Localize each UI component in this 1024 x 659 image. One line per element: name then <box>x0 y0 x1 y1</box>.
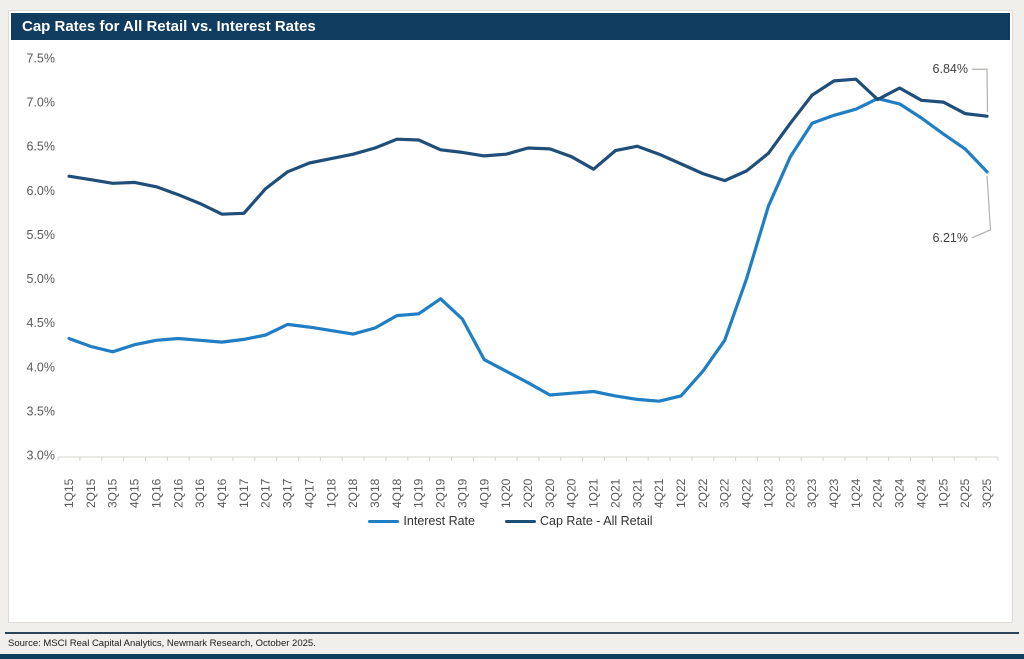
x-axis-tick-label: 2Q20 <box>521 478 535 508</box>
x-axis-tick-label: 2Q18 <box>346 478 360 508</box>
x-axis-tick-label: 2Q19 <box>434 478 448 508</box>
x-axis-tick-label: 1Q23 <box>761 478 775 508</box>
footer-rule <box>5 632 1019 634</box>
chart-title: Cap Rates for All Retail vs. Interest Ra… <box>22 18 316 35</box>
x-axis-tick-label: 1Q25 <box>936 478 950 508</box>
cap-rate-line <box>67 77 989 216</box>
y-axis-tick-label: 7.5% <box>27 52 56 66</box>
x-axis-tick-label: 4Q21 <box>652 478 666 508</box>
x-axis-tick-label: 1Q18 <box>324 478 338 508</box>
line-chart: 7.5% 7.0% 6.5% 6.0% 5.5% 5.0% 4.5% 4.0% 3.5% 3.0%… <box>27 52 999 508</box>
x-axis-tick-label: 2Q17 <box>259 478 273 508</box>
x-axis-tick-label: 1Q24 <box>849 478 863 508</box>
x-axis-tick-label: 3Q25 <box>980 478 994 508</box>
legend-item-cap-rate: Cap Rate - All Retail <box>505 514 653 528</box>
x-axis-tick-label: 4Q19 <box>477 478 491 508</box>
legend-label-cap-rate: Cap Rate - All Retail <box>540 514 653 528</box>
x-axis-tick-label: 2Q23 <box>783 478 797 508</box>
x-axis-tick-label: 4Q23 <box>827 478 841 508</box>
x-axis-tick-label: 3Q23 <box>805 478 819 508</box>
x-axis-tick-label: 2Q21 <box>608 478 622 508</box>
x-axis-tick-label: 1Q19 <box>412 478 426 508</box>
y-axis-tick-label: 4.5% <box>27 316 56 330</box>
x-axis-tick-label: 4Q15 <box>128 478 142 508</box>
cap-rate-leader-line <box>972 68 989 113</box>
x-axis-tick-label: 3Q21 <box>630 478 644 508</box>
y-axis-tick-label: 5.0% <box>27 272 56 286</box>
chart-card: Cap Rates for All Retail vs. Interest Ra… <box>8 10 1013 623</box>
y-axis-tick-label: 6.0% <box>27 184 56 198</box>
y-axis-tick-label: 6.5% <box>27 140 56 154</box>
x-axis-tick-label: 4Q17 <box>302 478 316 508</box>
x-axis-tick-label: 4Q16 <box>215 478 229 508</box>
x-axis-tick-label: 4Q22 <box>740 478 754 508</box>
x-axis-tick-label: 1Q21 <box>587 478 601 508</box>
y-axis-tick-label: 7.0% <box>27 96 56 110</box>
x-axis-tick-label: 4Q20 <box>565 478 579 508</box>
x-axis-tick-label: 2Q15 <box>84 478 98 508</box>
source-note: Source: MSCI Real Capital Analytics, New… <box>8 638 316 649</box>
x-axis-tick-label: 1Q17 <box>237 478 251 508</box>
interest-rate-line <box>67 96 989 403</box>
y-axis-tick-label: 3.0% <box>27 449 56 463</box>
y-axis-tick-label: 3.5% <box>27 404 56 418</box>
interest-rate-end-label: 6.21% <box>933 231 968 245</box>
cap-rate-line-swatch <box>505 519 536 523</box>
x-axis-tick-label: 3Q20 <box>543 478 557 508</box>
x-axis-tick-label: 3Q17 <box>281 478 295 508</box>
chart-legend: Interest Rate Cap Rate - All Retail <box>9 514 1012 528</box>
x-axis-tick-label: 3Q18 <box>368 478 382 508</box>
chart-title-bar: Cap Rates for All Retail vs. Interest Ra… <box>11 13 1010 40</box>
legend-item-interest-rate: Interest Rate <box>368 514 475 528</box>
x-axis-tick-label: 1Q16 <box>149 478 163 508</box>
cap-rate-end-label: 6.84% <box>933 62 968 76</box>
x-axis-tick-label: 3Q16 <box>193 478 207 508</box>
x-axis-tick-label: 4Q18 <box>390 478 404 508</box>
x-axis-tick-label: 2Q16 <box>171 478 185 508</box>
x-axis-tick-label: 1Q20 <box>499 478 513 508</box>
y-axis-tick-label: 5.5% <box>27 228 56 242</box>
interest-rate-leader-line <box>971 175 992 239</box>
x-axis-tick-label: 3Q19 <box>455 478 469 508</box>
x-axis-tick-label: 1Q22 <box>674 478 688 508</box>
y-axis-tick-label: 4.0% <box>27 360 56 374</box>
interest-rate-line-swatch <box>368 519 400 523</box>
bottom-accent-bar <box>0 654 1024 659</box>
x-axis-tick-label: 2Q22 <box>696 478 710 508</box>
x-axis-tick-label: 4Q24 <box>914 478 928 508</box>
x-axis-tick-label: 2Q25 <box>958 478 972 508</box>
x-axis-tick-label: 1Q15 <box>62 478 76 508</box>
x-axis-tick-label: 3Q24 <box>893 478 907 508</box>
x-axis-tick-label: 3Q22 <box>718 478 732 508</box>
legend-label-interest-rate: Interest Rate <box>403 514 475 528</box>
x-axis-tick-label: 3Q15 <box>106 478 120 508</box>
x-axis-tick-label: 2Q24 <box>871 478 885 508</box>
